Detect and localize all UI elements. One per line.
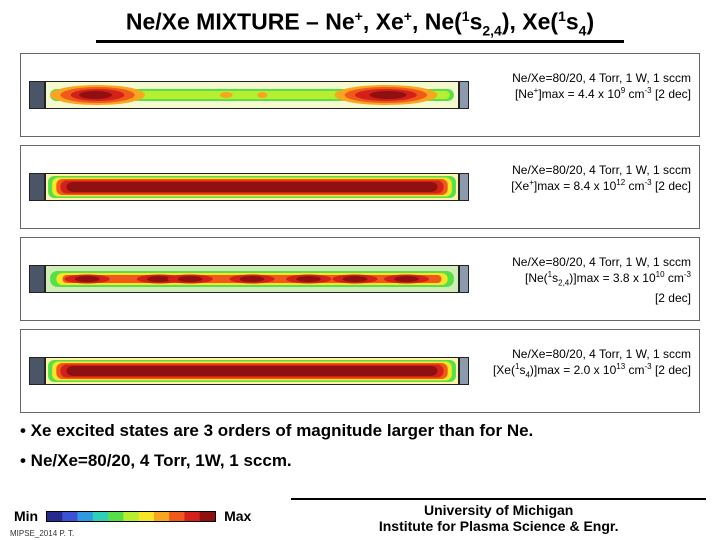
plasma-tube [45, 81, 459, 109]
panel-3: Ne/Xe=80/20, 4 Torr, 1 W, 1 sccm[Xe(1s4)… [20, 329, 700, 413]
colorbar [46, 511, 216, 522]
electrode-right [459, 265, 469, 293]
panel-0: Ne/Xe=80/20, 4 Torr, 1 W, 1 sccm[Ne+]max… [20, 53, 700, 137]
title-bar: Ne/Xe MIXTURE – Ne+, Xe+, Ne(1s2,4), Xe(… [0, 0, 720, 43]
tube-wrap [29, 336, 469, 406]
tube-wrap [29, 60, 469, 130]
copyright-text: MIPSE_2014 P. T. [10, 529, 74, 538]
panel-caption: Ne/Xe=80/20, 4 Torr, 1 W, 1 sccm[Ne+]max… [469, 60, 691, 102]
panel-caption: Ne/Xe=80/20, 4 Torr, 1 W, 1 sccm[Xe(1s4)… [469, 336, 691, 381]
electrode-left [29, 357, 45, 385]
plasma-tube [45, 357, 459, 385]
panel-2: Ne/Xe=80/20, 4 Torr, 1 W, 1 sccm[Ne(1s2,… [20, 237, 700, 321]
electrode-right [459, 357, 469, 385]
panels-container: Ne/Xe=80/20, 4 Torr, 1 W, 1 sccm[Ne+]max… [20, 53, 700, 413]
electrode-left [29, 173, 45, 201]
bullets-container: • Xe excited states are 3 orders of magn… [20, 421, 700, 471]
footer: Min Max University of MichiganInstitute … [0, 498, 720, 534]
electrode-left [29, 81, 45, 109]
bullet-0: • Xe excited states are 3 orders of magn… [20, 421, 700, 441]
electrode-left [29, 265, 45, 293]
color-legend: Min Max [14, 508, 251, 524]
plasma-tube [45, 265, 459, 293]
legend-min-label: Min [14, 508, 38, 524]
panel-caption: Ne/Xe=80/20, 4 Torr, 1 W, 1 sccm[Xe+]max… [469, 152, 691, 194]
bullet-1: • Ne/Xe=80/20, 4 Torr, 1W, 1 sccm. [20, 451, 700, 471]
electrode-right [459, 173, 469, 201]
tube-wrap [29, 152, 469, 222]
plasma-tube [45, 173, 459, 201]
affiliation: University of MichiganInstitute for Plas… [291, 498, 706, 534]
legend-max-label: Max [224, 508, 251, 524]
page-title: Ne/Xe MIXTURE – Ne+, Xe+, Ne(1s2,4), Xe(… [96, 8, 624, 43]
panel-1: Ne/Xe=80/20, 4 Torr, 1 W, 1 sccm[Xe+]max… [20, 145, 700, 229]
panel-caption: Ne/Xe=80/20, 4 Torr, 1 W, 1 sccm[Ne(1s2,… [469, 244, 691, 306]
electrode-right [459, 81, 469, 109]
tube-wrap [29, 244, 469, 314]
